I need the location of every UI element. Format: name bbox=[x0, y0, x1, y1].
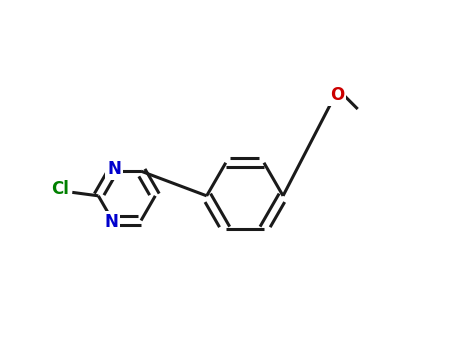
Text: Cl: Cl bbox=[51, 180, 69, 198]
Text: O: O bbox=[330, 86, 344, 104]
Text: N: N bbox=[107, 160, 121, 178]
Text: N: N bbox=[105, 213, 118, 231]
